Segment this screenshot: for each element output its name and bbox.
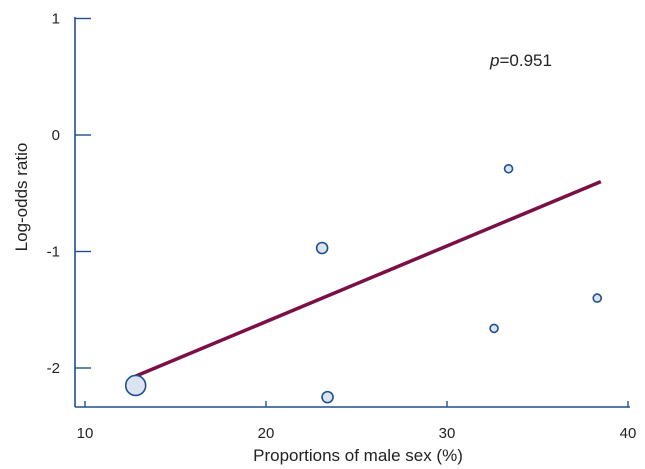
y-tick-label: -1 xyxy=(47,244,60,261)
p-value-annotation: p=0.951 xyxy=(489,51,552,70)
y-tick-label: 1 xyxy=(52,11,60,28)
data-point xyxy=(592,293,603,303)
axes xyxy=(74,17,630,408)
data-points xyxy=(124,163,603,404)
p-value: =0.951 xyxy=(499,51,551,70)
data-point xyxy=(321,390,334,404)
fit-line-group xyxy=(135,179,602,378)
y-tick-label: 0 xyxy=(52,127,60,144)
data-point xyxy=(489,323,499,334)
data-point xyxy=(124,374,147,397)
x-tick-label: 10 xyxy=(77,425,94,442)
p-symbol: p xyxy=(489,51,499,70)
data-point xyxy=(503,163,514,174)
x-tick-label: 40 xyxy=(620,425,637,442)
x-tick-label: 20 xyxy=(258,425,275,442)
y-axis-title: Log-odds ratio xyxy=(12,143,31,252)
x-tick-label: 30 xyxy=(439,425,456,442)
data-point xyxy=(315,241,329,255)
y-tick-label: -2 xyxy=(47,360,60,377)
x-axis-title: Proportions of male sex (%) xyxy=(253,446,463,465)
regression-line xyxy=(135,179,602,378)
